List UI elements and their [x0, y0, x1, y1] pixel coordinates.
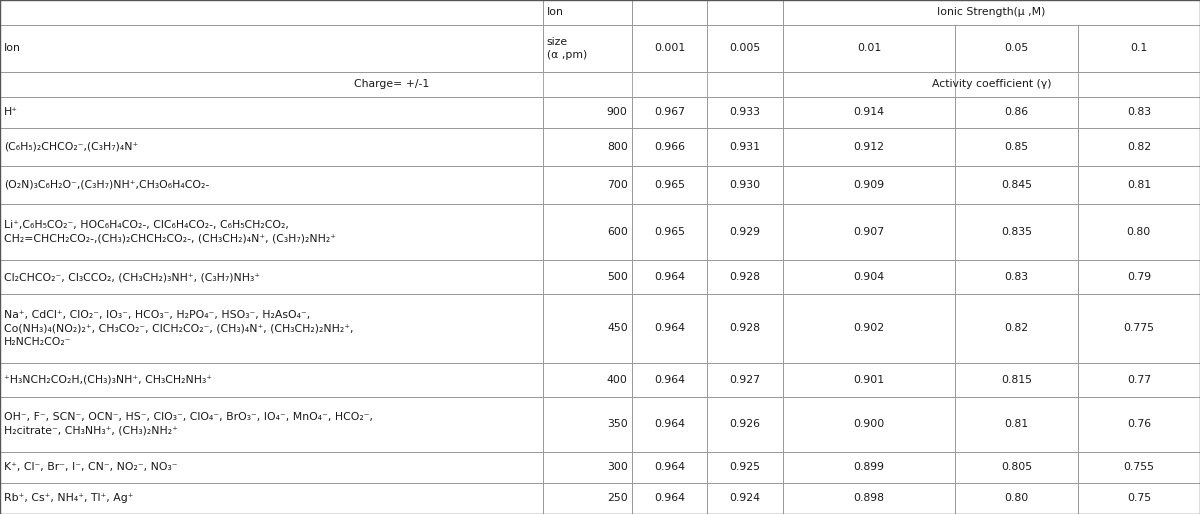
Text: 0.901: 0.901: [853, 375, 884, 384]
Text: 0.82: 0.82: [1127, 142, 1151, 152]
Text: 0.76: 0.76: [1127, 419, 1151, 429]
Text: 0.75: 0.75: [1127, 493, 1151, 503]
Text: 0.904: 0.904: [853, 272, 884, 282]
Text: 0.83: 0.83: [1004, 272, 1028, 282]
Text: 0.965: 0.965: [654, 227, 685, 237]
Text: 0.909: 0.909: [853, 179, 884, 190]
Text: 0.001: 0.001: [654, 43, 685, 53]
Text: OH⁻, F⁻, SCN⁻, OCN⁻, HS⁻, ClO₃⁻, ClO₄⁻, BrO₃⁻, IO₄⁻, MnO₄⁻, HCO₂⁻,
H₂citrate⁻, C: OH⁻, F⁻, SCN⁻, OCN⁻, HS⁻, ClO₃⁻, ClO₄⁻, …: [4, 412, 373, 436]
Text: 0.928: 0.928: [730, 323, 761, 334]
Text: Cl₂CHCO₂⁻, Cl₃CCO₂, (CH₃CH₂)₃NH⁺, (C₃H₇)NH₃⁺: Cl₂CHCO₂⁻, Cl₃CCO₂, (CH₃CH₂)₃NH⁺, (C₃H₇)…: [4, 272, 260, 282]
Text: Ion: Ion: [4, 43, 20, 53]
Text: 0.900: 0.900: [853, 419, 884, 429]
Text: 400: 400: [607, 375, 628, 384]
Text: 0.77: 0.77: [1127, 375, 1151, 384]
Text: 0.80: 0.80: [1004, 493, 1028, 503]
Text: 800: 800: [607, 142, 628, 152]
Text: 0.835: 0.835: [1001, 227, 1032, 237]
Text: 0.898: 0.898: [853, 493, 884, 503]
Text: 0.964: 0.964: [654, 419, 685, 429]
Text: 0.928: 0.928: [730, 272, 761, 282]
Text: 450: 450: [607, 323, 628, 334]
Text: 700: 700: [607, 179, 628, 190]
Text: size
(α ,pm): size (α ,pm): [547, 36, 587, 60]
Text: H⁺: H⁺: [4, 107, 18, 117]
Text: Activity coefficient (γ): Activity coefficient (γ): [931, 79, 1051, 89]
Text: 0.83: 0.83: [1127, 107, 1151, 117]
Text: K⁺, Cl⁻, Br⁻, I⁻, CN⁻, NO₂⁻, NO₃⁻: K⁺, Cl⁻, Br⁻, I⁻, CN⁻, NO₂⁻, NO₃⁻: [4, 462, 178, 472]
Text: 0.964: 0.964: [654, 493, 685, 503]
Text: 0.80: 0.80: [1127, 227, 1151, 237]
Text: 0.81: 0.81: [1004, 419, 1028, 429]
Text: 0.805: 0.805: [1001, 462, 1032, 472]
Text: 0.924: 0.924: [730, 493, 761, 503]
Text: 0.845: 0.845: [1001, 179, 1032, 190]
Text: 0.005: 0.005: [730, 43, 761, 53]
Text: 0.79: 0.79: [1127, 272, 1151, 282]
Text: Li⁺,C₆H₅CO₂⁻, HOC₆H₄CO₂-, ClC₆H₄CO₂-, C₆H₅CH₂CO₂,
CH₂=CHCH₂CO₂-,(CH₃)₂CHCH₂CO₂-,: Li⁺,C₆H₅CO₂⁻, HOC₆H₄CO₂-, ClC₆H₄CO₂-, C₆…: [4, 221, 336, 244]
Text: (C₆H₅)₂CHCO₂⁻,(C₃H₇)₄N⁺: (C₆H₅)₂CHCO₂⁻,(C₃H₇)₄N⁺: [4, 142, 138, 152]
Text: 0.933: 0.933: [730, 107, 761, 117]
Text: 0.912: 0.912: [853, 142, 884, 152]
Text: 0.930: 0.930: [730, 179, 761, 190]
Text: 0.914: 0.914: [853, 107, 884, 117]
Text: 0.964: 0.964: [654, 375, 685, 384]
Text: 0.931: 0.931: [730, 142, 761, 152]
Text: ⁺H₃NCH₂CO₂H,(CH₃)₃NH⁺, CH₃CH₂NH₃⁺: ⁺H₃NCH₂CO₂H,(CH₃)₃NH⁺, CH₃CH₂NH₃⁺: [4, 375, 212, 384]
Text: 250: 250: [607, 493, 628, 503]
Text: 0.966: 0.966: [654, 142, 685, 152]
Text: Na⁺, CdCl⁺, ClO₂⁻, IO₃⁻, HCO₃⁻, H₂PO₄⁻, HSO₃⁻, H₂AsO₄⁻,
Co(NH₃)₄(NO₂)₂⁺, CH₃CO₂⁻: Na⁺, CdCl⁺, ClO₂⁻, IO₃⁻, HCO₃⁻, H₂PO₄⁻, …: [4, 310, 354, 346]
Text: 0.899: 0.899: [853, 462, 884, 472]
Text: 350: 350: [607, 419, 628, 429]
Text: 0.01: 0.01: [857, 43, 881, 53]
Text: 0.964: 0.964: [654, 462, 685, 472]
Text: 0.902: 0.902: [853, 323, 884, 334]
Text: 0.85: 0.85: [1004, 142, 1028, 152]
Text: 0.927: 0.927: [730, 375, 761, 384]
Text: 500: 500: [607, 272, 628, 282]
Text: 0.755: 0.755: [1123, 462, 1154, 472]
Text: 900: 900: [607, 107, 628, 117]
Text: 0.1: 0.1: [1130, 43, 1147, 53]
Text: 0.907: 0.907: [853, 227, 884, 237]
Text: 0.964: 0.964: [654, 323, 685, 334]
Text: (O₂N)₃C₆H₂O⁻,(C₃H₇)NH⁺,CH₃O₆H₄CO₂-: (O₂N)₃C₆H₂O⁻,(C₃H₇)NH⁺,CH₃O₆H₄CO₂-: [4, 179, 209, 190]
Text: 0.929: 0.929: [730, 227, 761, 237]
Text: 600: 600: [607, 227, 628, 237]
Text: 0.86: 0.86: [1004, 107, 1028, 117]
Text: 0.967: 0.967: [654, 107, 685, 117]
Text: 0.965: 0.965: [654, 179, 685, 190]
Text: 0.925: 0.925: [730, 462, 761, 472]
Text: 0.815: 0.815: [1001, 375, 1032, 384]
Text: 300: 300: [607, 462, 628, 472]
Text: Ion: Ion: [547, 7, 564, 17]
Text: Ionic Strength(μ ,M): Ionic Strength(μ ,M): [937, 7, 1045, 17]
Text: 0.964: 0.964: [654, 272, 685, 282]
Text: 0.81: 0.81: [1127, 179, 1151, 190]
Text: 0.05: 0.05: [1004, 43, 1028, 53]
Text: 0.775: 0.775: [1123, 323, 1154, 334]
Text: Rb⁺, Cs⁺, NH₄⁺, Tl⁺, Ag⁺: Rb⁺, Cs⁺, NH₄⁺, Tl⁺, Ag⁺: [4, 493, 133, 503]
Text: 0.82: 0.82: [1004, 323, 1028, 334]
Text: Charge= +/-1: Charge= +/-1: [354, 79, 430, 89]
Text: 0.926: 0.926: [730, 419, 761, 429]
